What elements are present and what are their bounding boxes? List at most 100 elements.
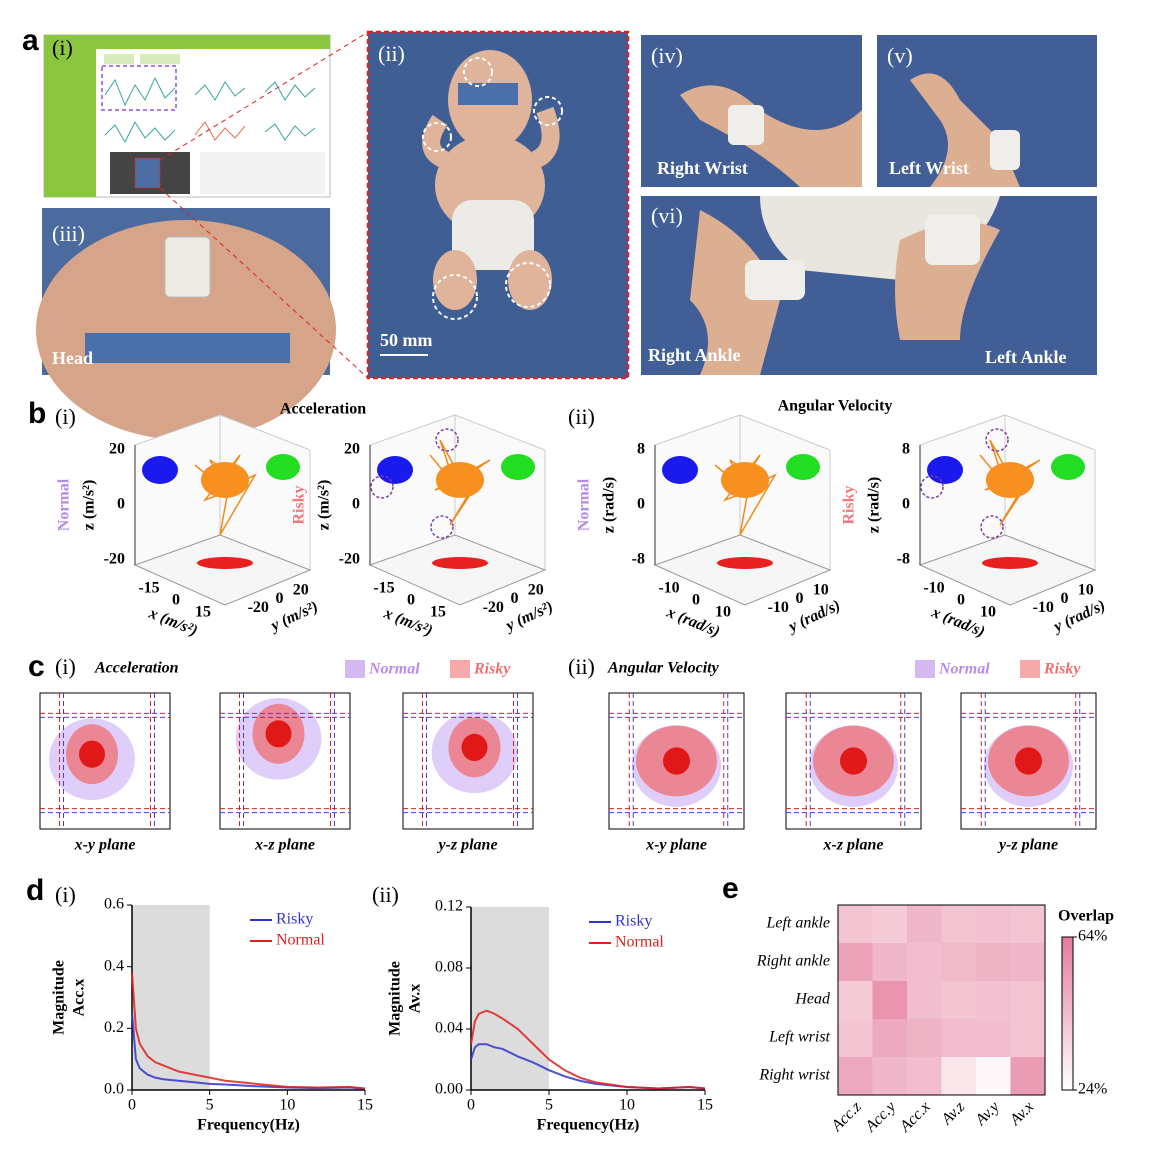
scatter-3d: Normal z (m/s²) 20 0 -20 -15 0 15 -20 0 20 x (m/s²)… (56, 414, 321, 640)
photo-baby (159, 30, 630, 380)
group-tag: (i) (55, 654, 76, 679)
projection-group: Normal Risky x-y plane x-z plane y-z plane (39, 660, 534, 854)
photo-head (36, 208, 336, 440)
y-tick-label: 0.12 (435, 898, 463, 915)
z-tick-label: -8 (897, 551, 910, 568)
legend-label: Normal (276, 932, 325, 949)
point-cloud (266, 454, 300, 480)
photo-ui-shape (200, 152, 325, 194)
panel-a: a (i) (iii) Head (ii) 50 mm (iv) Rig (22, 24, 1097, 440)
x-tick-label: -10 (923, 580, 944, 597)
photo-ui-shape (194, 81, 246, 101)
photo-caption: Head (52, 348, 93, 368)
y-tick-label: -20 (248, 599, 269, 616)
x-tick-label: 0 (172, 592, 180, 609)
plane-label: y-z plane (997, 837, 1058, 854)
photo-baby-shape (433, 250, 477, 310)
row-label: Head (794, 991, 831, 1008)
row-label: Risky (841, 485, 858, 524)
floor (653, 534, 832, 606)
heat-cell (1010, 981, 1046, 1020)
photo-ui-shape (44, 35, 330, 49)
photo-baby-shape (533, 96, 563, 126)
column-label: Acc.y (862, 1098, 900, 1136)
point-core (1015, 747, 1042, 775)
z-tick-label: 0 (637, 496, 645, 513)
x-tick-label: 10 (715, 604, 731, 621)
highlight-circle (920, 475, 944, 499)
highlight-circle (985, 428, 1009, 452)
legend-label: Risky (473, 661, 511, 678)
x-tick-label: -15 (373, 580, 394, 597)
z-tick-label: 0 (117, 496, 125, 513)
heat-cell (838, 1019, 873, 1058)
scale-bar-label: 50 mm (380, 330, 433, 350)
photo-tag: (iii) (52, 221, 85, 246)
photo-ui-shape (194, 121, 246, 141)
heat-cell (838, 981, 873, 1020)
z-axis-label: z (rad/s) (866, 477, 883, 533)
row-label: Right ankle (756, 953, 830, 970)
point-cloud (717, 557, 773, 569)
panel-d: d (i) (ii) (26, 874, 399, 907)
heat-cell (872, 1057, 908, 1096)
point-core (461, 733, 488, 762)
y-tick-label: 0.2 (104, 1019, 124, 1036)
heat-cell (1010, 905, 1046, 944)
z-tick-label: -20 (339, 551, 360, 568)
panel-e: e (722, 872, 739, 905)
group-tag: (ii) (568, 654, 595, 679)
legend-swatch (345, 660, 365, 678)
photo-baby-shape (422, 106, 560, 169)
photo-tag: (vi) (651, 203, 683, 228)
x-axis-label: x (m/s²) (146, 605, 200, 640)
point-cloud (436, 462, 484, 498)
photo-ui-shape (101, 65, 177, 111)
photo-tag: (ii) (378, 41, 405, 66)
heat-cell (941, 981, 977, 1020)
highlight-band (132, 905, 210, 1090)
heat-cell (907, 905, 942, 944)
colorbar (1061, 936, 1074, 1091)
point-cloud (377, 456, 413, 484)
floor (918, 534, 1097, 606)
heat-cell (1010, 943, 1046, 982)
y-tick-label: 0 (511, 590, 519, 607)
photo-ui-shape (140, 54, 180, 64)
plane-label: x-y plane (74, 837, 136, 854)
column-label: Av.x (1006, 1098, 1037, 1129)
group-tag: (ii) (568, 404, 595, 429)
x-tick-label: 15 (357, 1097, 373, 1114)
point-core (663, 747, 690, 775)
photo-caption: Left Ankle (985, 347, 1067, 367)
y-tick-label: 0 (276, 590, 284, 607)
photo-head-shape (85, 333, 290, 363)
legend-label: Normal (938, 661, 990, 678)
column-label: Av.z (938, 1098, 969, 1129)
photo-ui-shape (264, 123, 316, 141)
photo-ui-shape (104, 76, 176, 107)
photo-baby-shape (458, 83, 518, 105)
point-core (265, 720, 292, 748)
z-tick-label: 0 (902, 496, 910, 513)
photo-wrists-shape (690, 210, 780, 375)
photo-wrists-shape (728, 105, 764, 145)
photo-head-shape (36, 220, 336, 440)
group-title: Acceleration (94, 660, 179, 677)
legend-label: Risky (1043, 661, 1081, 678)
photo-baby-shape (159, 187, 369, 379)
y-axis-label: Av.x (407, 984, 424, 1013)
y-axis-label: Acc.x (71, 979, 88, 1017)
panel-label: a (22, 24, 39, 57)
x-axis-label: x (rad/s) (928, 604, 987, 641)
x-axis-label: x (m/s²) (381, 605, 435, 640)
row-label: Left wrist (768, 1029, 830, 1046)
y-tick-label: 20 (528, 581, 544, 598)
legend-swatch (915, 660, 935, 678)
z-tick-label: 8 (902, 441, 910, 458)
colorbar-title: Overlap (1058, 908, 1114, 925)
photo-baby-shape (432, 274, 478, 320)
point-cloud (501, 454, 535, 480)
